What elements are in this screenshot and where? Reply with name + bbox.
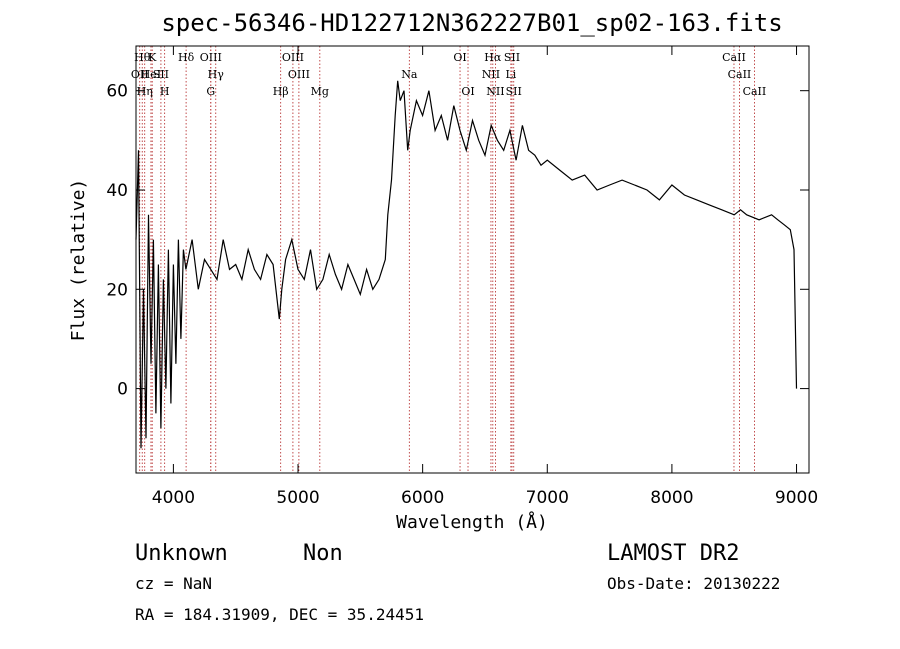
x-axis-ticks: 4000 5000 6000 7000 8000 9000: [152, 46, 818, 508]
x-tick-label: 6000: [401, 488, 444, 508]
y-tick-label: 40: [106, 181, 128, 201]
line-label: OI: [461, 85, 474, 98]
line-label: SII: [153, 68, 169, 81]
line-label: Hα: [484, 51, 502, 64]
x-tick-label: 4000: [152, 488, 195, 508]
obs-date: Obs-Date: 20130222: [607, 574, 780, 593]
line-label: K: [148, 51, 157, 64]
line-label: CaII: [722, 51, 746, 64]
line-label: Hη: [137, 85, 153, 98]
line-label: Na: [401, 68, 418, 81]
line-label: NII: [486, 85, 504, 98]
line-label: OI: [453, 51, 466, 64]
line-markers: [139, 46, 755, 473]
line-label: SII: [506, 85, 522, 98]
spectrum-series-line: [135, 80, 798, 449]
line-label: Hθ: [134, 51, 151, 64]
x-tick-label: 8000: [650, 488, 693, 508]
x-tick-label: 5000: [276, 488, 319, 508]
y-tick-label: 60: [106, 82, 128, 102]
y-axis-ticks: 0 20 40 60: [106, 82, 809, 400]
x-axis-label: Wavelength (Å): [396, 511, 548, 533]
y-axis-label: Flux (relative): [68, 179, 89, 342]
line-label: HeI: [141, 68, 161, 81]
line-label: OII: [131, 68, 149, 81]
line-label: NII: [482, 68, 500, 81]
line-label: Hβ: [273, 85, 289, 98]
x-tick-label: 7000: [526, 488, 569, 508]
redshift-cz: cz = NaN: [135, 574, 212, 593]
y-tick-label: 0: [117, 380, 128, 400]
y-tick-label: 20: [106, 280, 128, 300]
line-label: OIII: [282, 51, 304, 64]
line-label: OIII: [288, 68, 310, 81]
line-label: H: [160, 85, 170, 98]
line-label: Hδ: [178, 51, 195, 64]
line-label: Hγ: [208, 68, 225, 81]
class-name: Unknown: [135, 541, 228, 566]
line-label: CaII: [743, 85, 767, 98]
line-label: CaII: [728, 68, 752, 81]
subclass: Non: [303, 541, 343, 566]
line-label: OIII: [200, 51, 222, 64]
plot-frame: [135, 45, 810, 474]
line-label: Li: [505, 68, 516, 81]
line-label: G: [206, 85, 215, 98]
x-tick-label: 9000: [775, 488, 818, 508]
line-label: Mg: [311, 85, 329, 98]
chart-title: spec-56346-HD122712N362227B01_sp02-163.f…: [161, 9, 782, 37]
coordinates: RA = 184.31909, DEC = 35.24451: [135, 605, 424, 624]
line-label: SII: [504, 51, 520, 64]
survey-name: LAMOST DR2: [607, 541, 739, 566]
